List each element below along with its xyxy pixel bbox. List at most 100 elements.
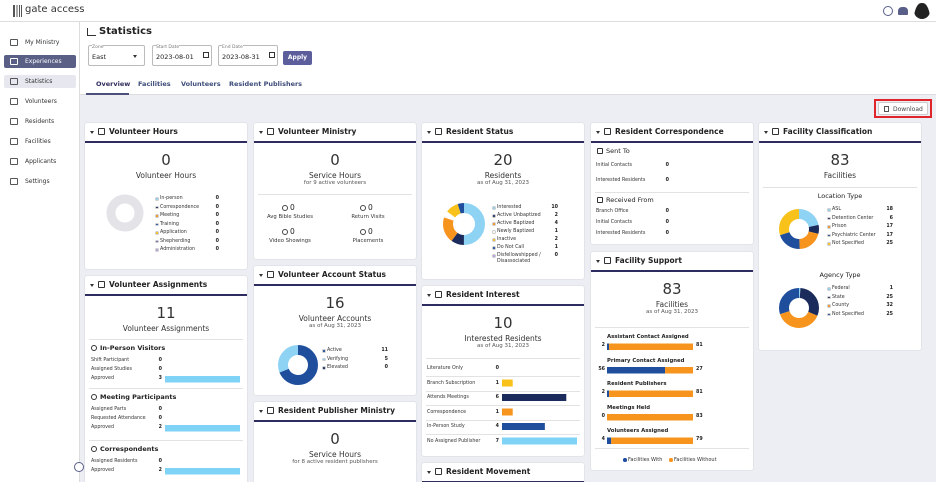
stat-caption: Volunteer Assignments bbox=[122, 324, 210, 333]
legend-swatch bbox=[827, 287, 831, 291]
card-title: Volunteer Hours bbox=[109, 126, 178, 136]
dropdown-caret bbox=[133, 55, 137, 58]
row-name: Interested Residents bbox=[596, 178, 646, 183]
divider bbox=[426, 358, 580, 359]
legend-value: 5 bbox=[384, 356, 388, 362]
sidebar-item[interactable]: Facilities bbox=[4, 135, 76, 148]
filter-value: East bbox=[92, 53, 107, 61]
help-icon[interactable] bbox=[883, 6, 893, 16]
legend-swatch bbox=[827, 225, 831, 229]
card-title: Resident Movement bbox=[446, 466, 531, 476]
legend-swatch bbox=[155, 222, 159, 226]
row-value: 0 bbox=[158, 459, 162, 464]
row-value: 0 bbox=[665, 178, 669, 183]
row-name: Branch Office bbox=[596, 209, 629, 214]
card-title: Volunteer Ministry bbox=[278, 126, 357, 136]
section-title: Meeting Participants bbox=[100, 393, 177, 401]
row-name: Initial Contacts bbox=[596, 220, 632, 225]
sidebar-item[interactable]: Statistics bbox=[4, 75, 76, 88]
interest-bar bbox=[502, 379, 513, 387]
legend-swatch bbox=[492, 206, 496, 210]
stat-caption: Interested Residents bbox=[464, 334, 542, 343]
divider bbox=[258, 194, 412, 195]
sidebar-item[interactable]: Volunteers bbox=[4, 95, 76, 108]
card-header-rule bbox=[591, 270, 753, 272]
stacked-bar bbox=[609, 390, 693, 397]
users-icon[interactable] bbox=[898, 7, 908, 15]
tab[interactable]: Overview bbox=[96, 80, 131, 88]
legend-name: Psychiatric Center bbox=[832, 232, 876, 238]
download-button[interactable]: Download bbox=[878, 102, 928, 115]
stat-caption: Residents bbox=[484, 171, 522, 180]
sidebar-item[interactable]: Residents bbox=[4, 115, 76, 128]
tab[interactable]: Facilities bbox=[138, 80, 171, 88]
sidebar bbox=[0, 22, 80, 482]
apply-button[interactable]: Apply bbox=[283, 51, 312, 65]
filter-end[interactable]: End Date 2023-08-31 bbox=[218, 45, 278, 66]
sidebar-label: Residents bbox=[25, 117, 55, 125]
legend-name: Verifying bbox=[327, 356, 349, 362]
stat-icon bbox=[360, 229, 366, 235]
legend-swatch bbox=[155, 248, 159, 252]
legend-swatch bbox=[827, 242, 831, 246]
row-name: Branch Subscription bbox=[427, 380, 476, 386]
legend-swatch bbox=[322, 349, 326, 353]
legend-swatch bbox=[155, 239, 159, 243]
divider bbox=[89, 440, 243, 441]
stat-subtitle: for 8 active resident publishers bbox=[292, 459, 378, 465]
legend-value: 4 bbox=[554, 221, 558, 226]
download-label: Download bbox=[893, 105, 923, 113]
sidebar-icon bbox=[10, 178, 18, 185]
collapse-caret bbox=[596, 131, 600, 134]
collapse-button[interactable] bbox=[74, 462, 84, 472]
row-name: In-Person Study bbox=[427, 424, 465, 429]
card-header-rule bbox=[254, 141, 416, 143]
card-volunteer-assignments: Volunteer Assignments 11 Volunteer Assignm… bbox=[85, 276, 247, 482]
legend-swatch bbox=[492, 238, 496, 242]
tab[interactable]: Resident Publishers bbox=[229, 80, 303, 88]
stat-caption: Facilities bbox=[655, 300, 689, 309]
sidebar-item[interactable]: Settings bbox=[4, 175, 76, 188]
card-resident-movement: Resident Movement bbox=[422, 463, 584, 482]
legend-name: Shepherding bbox=[160, 238, 191, 244]
stat-total: 16 bbox=[325, 294, 345, 312]
row-name: Requested Attendance bbox=[91, 416, 146, 421]
legend-swatch bbox=[827, 233, 831, 237]
card-graphics bbox=[502, 379, 577, 445]
sidebar-item[interactable]: Applicants bbox=[4, 155, 76, 168]
stat-value: 0 bbox=[290, 203, 295, 212]
row-value: 0 bbox=[158, 358, 162, 363]
legend-name: Disfellowshipped / Disassociated bbox=[497, 253, 541, 264]
stat-value: 0 bbox=[368, 203, 373, 212]
stat-icon bbox=[282, 205, 288, 211]
apply-label: Apply bbox=[287, 54, 308, 61]
legend-swatch bbox=[322, 357, 326, 361]
stat-total: 0 bbox=[330, 430, 340, 448]
card-header-rule bbox=[85, 141, 247, 143]
card-icon bbox=[435, 468, 442, 475]
collapse-caret bbox=[90, 131, 94, 134]
section-title: In-Person Visitors bbox=[100, 344, 166, 352]
legend-value: 25 bbox=[886, 241, 893, 246]
stat-total: 10 bbox=[493, 314, 513, 332]
legend-value: 17 bbox=[886, 224, 893, 229]
filter-zone[interactable]: Zone East bbox=[88, 45, 145, 66]
sidebar-label: Experiences bbox=[25, 57, 62, 65]
card-icon bbox=[604, 128, 611, 135]
row-value: 4 bbox=[495, 424, 499, 429]
collapse-caret bbox=[427, 131, 431, 134]
legend-value: 25 bbox=[886, 311, 893, 317]
divider bbox=[89, 388, 243, 389]
stat-caption: Volunteer Accounts bbox=[298, 314, 372, 323]
sidebar-item[interactable]: Experiences bbox=[4, 55, 76, 68]
legend-name: Newly Baptized bbox=[497, 229, 535, 234]
sidebar-label: Applicants bbox=[25, 157, 57, 165]
collapse-caret bbox=[427, 471, 431, 474]
section-icon bbox=[91, 394, 97, 400]
tab[interactable]: Volunteers bbox=[181, 80, 221, 88]
filter-start[interactable]: Start Date 2023-08-01 bbox=[152, 45, 212, 66]
card-title: Resident Correspondence bbox=[615, 126, 724, 136]
sidebar-item[interactable]: My Ministry bbox=[4, 36, 76, 49]
avatar[interactable] bbox=[914, 3, 930, 19]
stat-total: 0 bbox=[161, 151, 171, 169]
